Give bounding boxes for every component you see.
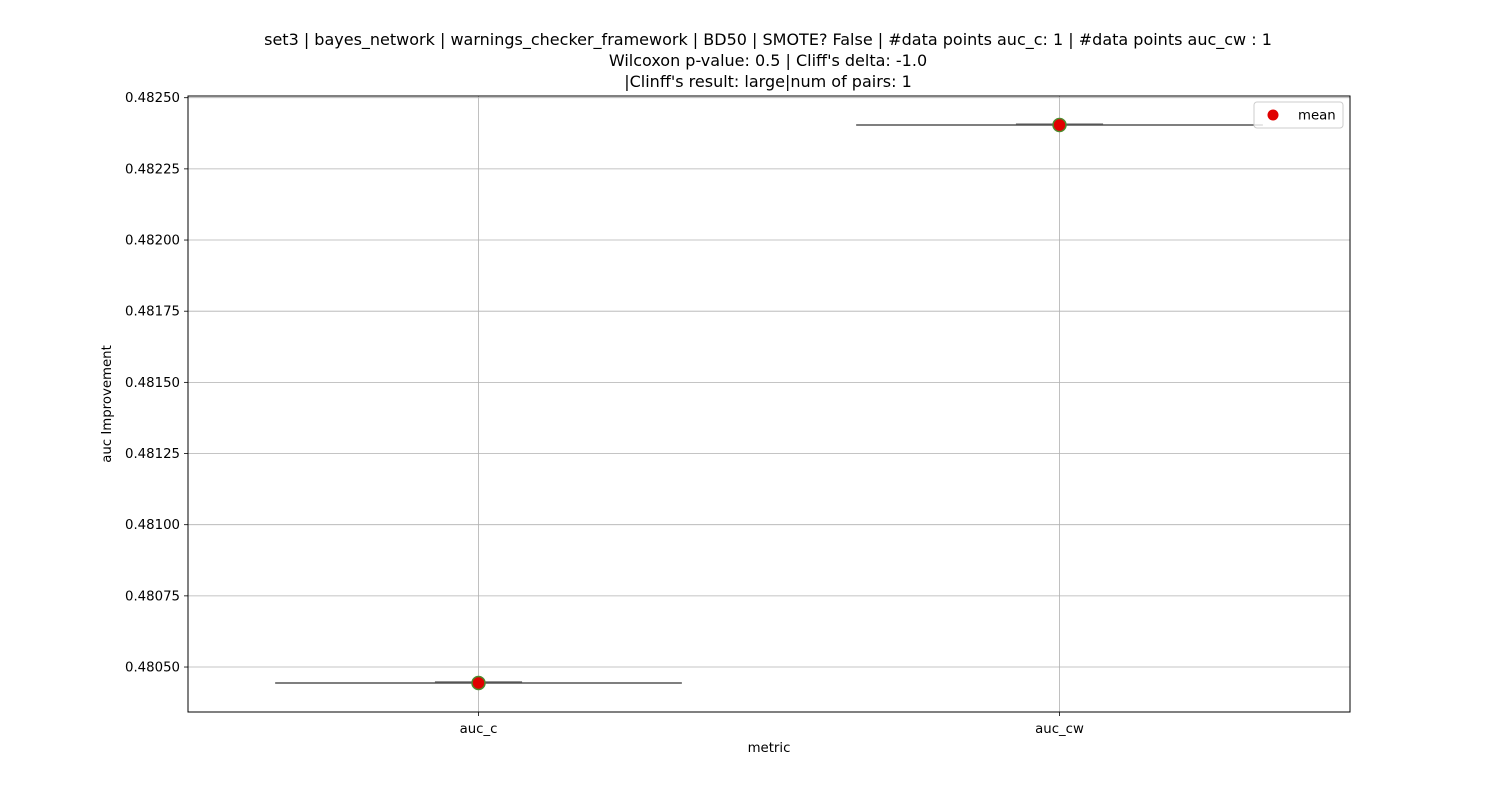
y-tick-label: 0.48050 <box>125 661 180 676</box>
y-axis-label: auc Improvement <box>100 345 115 463</box>
x-tick-label: auc_c <box>460 722 498 737</box>
y-tick-label: 0.48150 <box>125 376 180 391</box>
y-tick-label: 0.48200 <box>125 234 180 249</box>
legend-box <box>1253 101 1344 129</box>
mean-marker-auc_cw <box>1052 117 1067 133</box>
x-tick-label: auc_cw <box>1035 722 1084 737</box>
legend-mean-label: mean <box>1298 109 1336 124</box>
y-tick-label: 0.48225 <box>125 162 180 177</box>
marks-layer <box>275 117 1263 691</box>
chart-title-line-2: Wilcoxon p-value: 0.5 | Cliff's delta: -… <box>608 51 928 70</box>
chart-title-line-3: |Clinff's result: large|num of pairs: 1 <box>624 72 912 91</box>
y-tick-label: 0.48250 <box>125 91 180 106</box>
ticks-layer: 0.48050 0.48075 0.48100 0.48125 0.48150 0.481… <box>125 91 1084 737</box>
y-tick-label: 0.48100 <box>125 518 180 533</box>
y-tick-label: 0.48075 <box>125 589 180 604</box>
y-tick-label: 0.48125 <box>125 447 180 462</box>
chart-title-line-1: set3 | bayes_network | warnings_checker_… <box>264 30 1272 49</box>
grid-layer <box>188 96 1350 712</box>
mean-marker-auc_c <box>471 675 486 691</box>
plot-frame <box>187 95 1351 713</box>
y-tick-label: 0.48175 <box>125 305 180 320</box>
x-axis-label: metric <box>748 741 791 756</box>
legend-mean-marker <box>1267 109 1279 121</box>
legend: mean <box>1253 101 1344 129</box>
